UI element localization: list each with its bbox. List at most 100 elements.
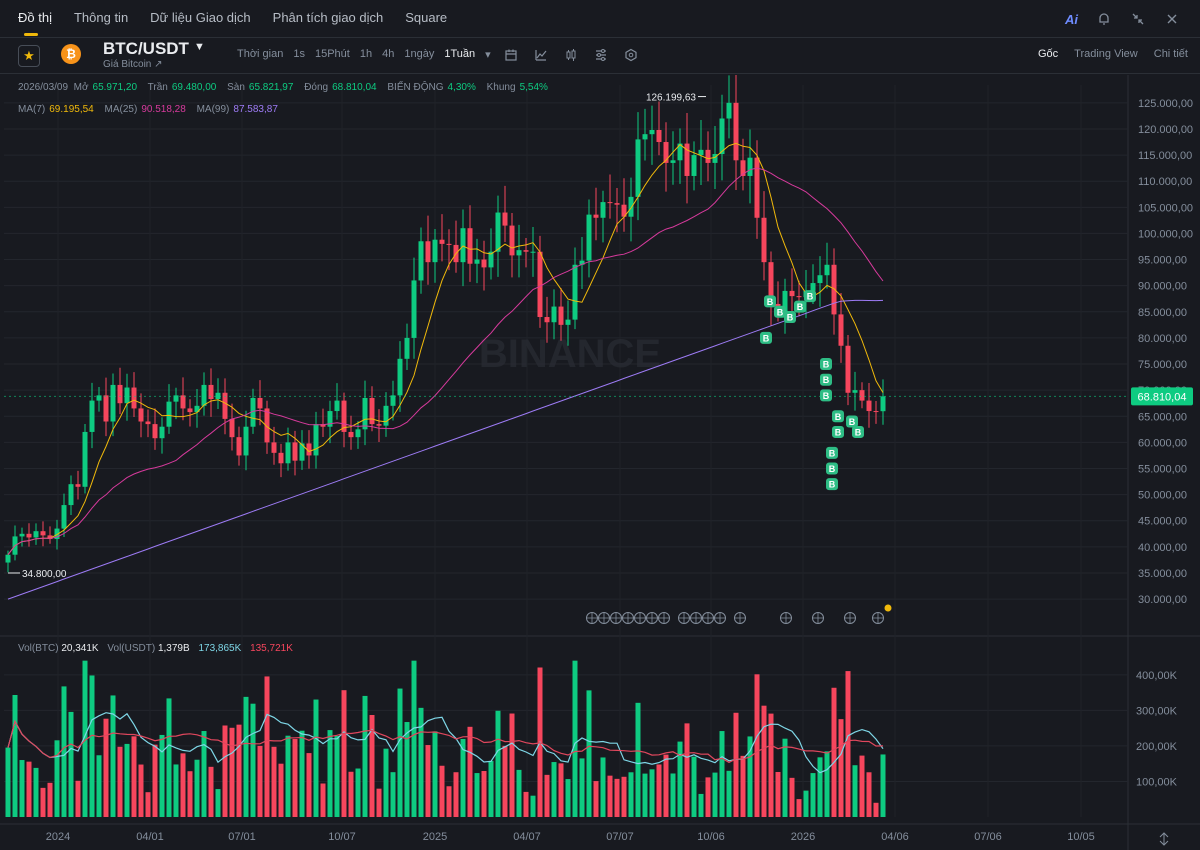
ma25-value: 90.518,28 (141, 104, 186, 115)
candle-body (817, 275, 823, 284)
interval-1h[interactable]: 1h (359, 48, 373, 60)
buy-badge-letter: B (823, 375, 830, 385)
favorite-star-icon[interactable]: ★ (18, 45, 40, 67)
settings-list-icon[interactable] (593, 47, 609, 63)
candle-body (698, 149, 704, 156)
event-globe-icon-lines (679, 612, 689, 624)
calendar-icon[interactable] (503, 47, 519, 63)
volume-tick-label: 100,00K (1136, 776, 1178, 788)
candle-body (215, 392, 221, 400)
buy-badge-letter: B (763, 333, 770, 343)
indicator-icon[interactable] (533, 47, 549, 63)
volume-bar (558, 763, 564, 817)
volume-bar (222, 725, 228, 817)
candle-body (68, 484, 74, 506)
event-globe-icon-lines (813, 612, 823, 624)
interval-time[interactable]: Thời gian (237, 48, 284, 60)
price-tick-label: 110.000,00 (1138, 176, 1192, 188)
volume-bar (460, 738, 466, 817)
volume-bar (166, 698, 172, 817)
volume-bar (33, 767, 39, 817)
volume-bar (635, 702, 641, 817)
event-globe-icon-lines (703, 612, 713, 624)
volume-bar (796, 799, 802, 817)
event-globe-icon-lines (845, 612, 855, 624)
volume-bar (117, 746, 123, 817)
volume-bar (600, 757, 606, 817)
candle-body (621, 204, 627, 217)
close-icon[interactable] (1164, 11, 1180, 27)
volume-bar (677, 741, 683, 817)
tab-square[interactable]: Square (405, 9, 448, 25)
tab-trading-data[interactable]: Dữ liệu Giao dịch (150, 9, 251, 25)
buy-badge (826, 462, 838, 475)
candle-body (558, 306, 564, 325)
pair-selector[interactable]: BTC/USDT (103, 39, 189, 58)
volume-bar (530, 795, 536, 817)
candle-body (691, 155, 697, 176)
event-globe-icon-lines (587, 612, 597, 624)
candle-body (278, 452, 284, 464)
volume-bar (824, 751, 830, 817)
interval-4h[interactable]: 4h (382, 48, 395, 60)
volume-tick-label: 200,00K (1136, 741, 1178, 753)
candle-body (110, 384, 116, 422)
candle-type-icon[interactable] (563, 47, 579, 63)
interval-15m[interactable]: 15Phút (314, 48, 350, 60)
candle-body (236, 437, 242, 456)
price-chart[interactable]: 125.000,00 120.000,00 115.000,00 110.000,00… (0, 74, 1200, 850)
interval-1d[interactable]: 1ngày (404, 48, 435, 60)
nav-right-icons: Ai (1065, 0, 1180, 38)
interval-1w[interactable]: 1Tuần (444, 48, 476, 60)
ai-icon[interactable]: Ai (1065, 11, 1078, 27)
candle-body (299, 443, 305, 461)
ohlc-date: 2026/03/09 (18, 82, 69, 93)
candle-body (509, 225, 515, 256)
buy-badge (820, 358, 832, 371)
candle-body (446, 243, 452, 245)
buy-badge-letter: B (807, 292, 814, 302)
collapse-icon[interactable] (1130, 11, 1146, 27)
volume-bar (180, 753, 186, 817)
interval-1s[interactable]: 1s (293, 48, 305, 60)
volume-bar (740, 755, 746, 817)
candle-body (635, 139, 641, 197)
pair-subtitle-link[interactable]: Giá Bitcoin ↗ (103, 59, 163, 70)
volume-bar (47, 782, 53, 817)
candle-body (425, 241, 431, 263)
volume-bar (712, 772, 718, 817)
scale-toggle-icon (1159, 832, 1169, 846)
volume-bar (761, 705, 767, 817)
volume-bar (390, 772, 396, 817)
chart-area[interactable]: 125.000,00 120.000,00 115.000,00 110.000,00… (0, 74, 1200, 850)
view-details[interactable]: Chi tiết (1153, 48, 1188, 60)
volume-tick-label: 400,00K (1136, 670, 1178, 682)
volume-bar (341, 690, 347, 817)
vol-btc-label: Vol(BTC) (18, 643, 59, 654)
view-tradingview[interactable]: Trading View (1074, 48, 1138, 60)
interval-more-caret-icon[interactable]: ▾ (485, 49, 491, 61)
event-globe-icon-lines (873, 612, 883, 624)
caret-down-icon[interactable]: ▼ (194, 41, 205, 53)
tab-chart[interactable]: Đồ thị (18, 0, 52, 38)
volume-bar (551, 762, 557, 817)
tab-trading-analysis[interactable]: Phân tích giao dịch (272, 9, 384, 25)
candle-body (320, 424, 326, 427)
volume-bar (229, 727, 235, 817)
candle-body (796, 296, 802, 298)
volume-bar (159, 734, 165, 817)
vol-usdt-value: 1,379B (157, 643, 190, 654)
tab-info[interactable]: Thông tin (73, 9, 129, 25)
candle-body (600, 202, 606, 218)
volume-bar (733, 712, 739, 817)
vol-ma1-value: 173,865K (198, 643, 242, 654)
volume-bar (96, 755, 102, 817)
candle-body (138, 408, 144, 422)
time-tick-label: 2026 (791, 831, 815, 843)
candle-body (740, 160, 746, 176)
hexagon-settings-icon[interactable] (623, 47, 639, 63)
view-original[interactable]: Gốc (1037, 48, 1059, 60)
bell-icon[interactable] (1096, 11, 1112, 27)
candle-body (726, 102, 732, 119)
time-tick-label: 04/07 (513, 831, 541, 843)
